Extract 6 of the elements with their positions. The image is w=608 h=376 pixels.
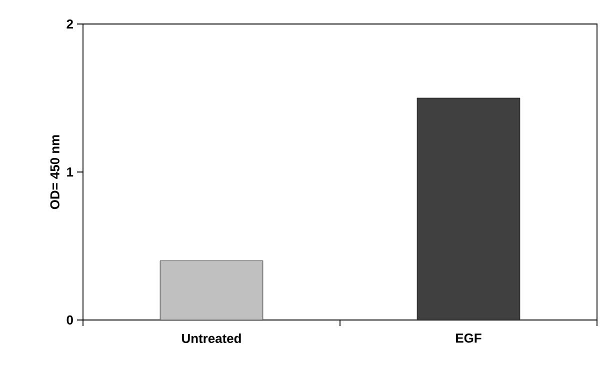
y-axis-title: OD= 450 nm xyxy=(50,135,60,210)
y-tick-label: 1 xyxy=(67,168,74,176)
x-tick-label: EGF xyxy=(456,334,482,343)
y-tick-label: 2 xyxy=(66,19,73,29)
y-tick-label: 0 xyxy=(66,315,73,325)
x-tick-label: Untreated xyxy=(182,334,241,344)
